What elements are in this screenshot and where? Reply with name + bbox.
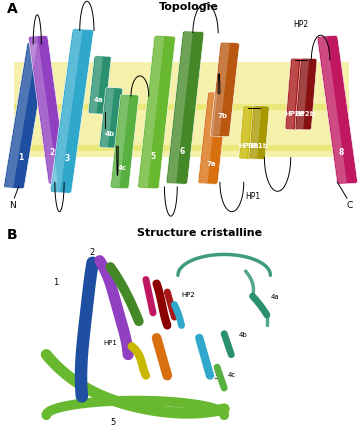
FancyBboxPatch shape — [286, 59, 299, 130]
Text: HP2: HP2 — [293, 20, 309, 29]
Bar — [14, 145, 349, 151]
Text: 4a: 4a — [270, 294, 279, 299]
FancyBboxPatch shape — [240, 107, 251, 159]
Text: 7a: 7a — [206, 161, 216, 167]
Text: 3: 3 — [213, 371, 219, 380]
Text: 4b: 4b — [105, 131, 115, 137]
Text: 4b: 4b — [238, 331, 247, 337]
FancyBboxPatch shape — [99, 88, 123, 149]
Bar — [14, 105, 349, 111]
Text: 1: 1 — [53, 277, 59, 286]
Text: C: C — [346, 201, 352, 210]
FancyBboxPatch shape — [239, 106, 259, 160]
Text: 4a: 4a — [94, 97, 103, 103]
FancyBboxPatch shape — [318, 38, 347, 184]
Text: HP1: HP1 — [103, 339, 117, 345]
FancyBboxPatch shape — [101, 89, 114, 148]
FancyBboxPatch shape — [29, 36, 68, 185]
Text: HP1b: HP1b — [248, 143, 269, 149]
Text: 6: 6 — [179, 147, 184, 156]
Text: B: B — [7, 228, 18, 242]
FancyBboxPatch shape — [199, 93, 217, 184]
FancyBboxPatch shape — [167, 33, 193, 184]
FancyBboxPatch shape — [296, 59, 309, 130]
Text: 2: 2 — [89, 248, 94, 257]
FancyBboxPatch shape — [111, 96, 130, 188]
FancyBboxPatch shape — [295, 59, 317, 131]
FancyBboxPatch shape — [138, 36, 175, 189]
Text: 7b: 7b — [218, 113, 228, 119]
Text: HP1a: HP1a — [238, 143, 258, 149]
FancyBboxPatch shape — [139, 37, 164, 188]
Text: 4c: 4c — [228, 371, 236, 377]
Text: 3: 3 — [65, 154, 70, 163]
FancyBboxPatch shape — [211, 44, 230, 136]
FancyBboxPatch shape — [51, 30, 82, 193]
FancyBboxPatch shape — [198, 93, 228, 185]
Text: 1: 1 — [19, 153, 24, 162]
Text: HP2: HP2 — [182, 292, 195, 297]
Text: 6: 6 — [96, 260, 102, 270]
FancyBboxPatch shape — [249, 106, 269, 160]
Text: 4c: 4c — [118, 165, 127, 171]
Text: 8: 8 — [339, 148, 344, 157]
FancyBboxPatch shape — [285, 59, 307, 131]
FancyBboxPatch shape — [210, 43, 240, 138]
FancyBboxPatch shape — [50, 30, 94, 194]
Text: 2: 2 — [49, 148, 55, 157]
Text: A: A — [7, 2, 18, 16]
FancyBboxPatch shape — [88, 57, 111, 115]
FancyBboxPatch shape — [4, 43, 48, 189]
Text: Topologie: Topologie — [159, 2, 219, 12]
Text: HP1: HP1 — [245, 192, 260, 201]
Text: N: N — [9, 201, 16, 210]
Text: Structure cristalline: Structure cristalline — [137, 228, 262, 238]
FancyBboxPatch shape — [89, 57, 103, 114]
Text: HP2b: HP2b — [294, 111, 315, 116]
FancyBboxPatch shape — [30, 38, 58, 184]
FancyBboxPatch shape — [166, 32, 204, 185]
Text: 7a: 7a — [153, 337, 162, 343]
FancyBboxPatch shape — [5, 44, 37, 188]
Text: HP2a: HP2a — [285, 111, 305, 116]
FancyBboxPatch shape — [317, 36, 358, 185]
Text: 5: 5 — [151, 151, 156, 161]
FancyBboxPatch shape — [110, 95, 139, 189]
Bar — [14, 63, 349, 158]
FancyBboxPatch shape — [250, 107, 261, 159]
Text: 5: 5 — [110, 417, 115, 426]
